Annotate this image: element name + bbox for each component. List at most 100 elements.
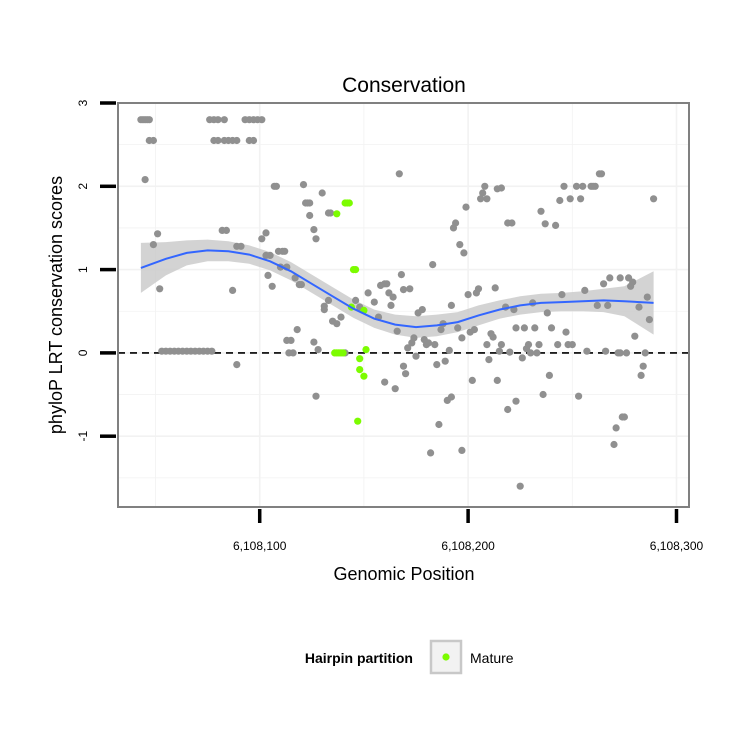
point-other [537,207,545,215]
point-other [622,349,631,357]
point-other [404,344,412,352]
point-other [541,220,549,228]
point-other [431,341,439,349]
point-other [402,370,410,378]
point-other [597,170,606,178]
point-other [293,326,301,334]
point-mature [354,417,362,425]
point-other [483,195,491,203]
point-other [333,320,341,328]
point-other [535,341,543,349]
point-other [387,301,395,309]
point-other [399,362,408,370]
point-other [533,349,541,357]
point-other [577,195,585,203]
point-other [324,296,333,304]
point-other [433,361,441,369]
point-other [272,182,280,190]
point-other [560,182,568,190]
point-other [512,397,520,405]
point-other [399,286,408,294]
point-other [233,361,241,369]
point-mature [352,266,360,274]
point-other [552,221,560,229]
point-other [493,376,501,384]
point-other [506,348,514,356]
point-other [352,296,360,304]
point-other [281,247,289,255]
point-other [485,356,493,364]
point-other [310,226,318,234]
point-other [566,195,574,203]
point-other [602,347,610,355]
point-other [641,349,649,357]
point-mature [360,372,368,380]
point-other [220,116,228,124]
point-other [418,306,426,314]
x-axis: 6,108,100 6,108,200 6,108,300 [233,509,704,553]
point-other [495,347,503,355]
point-other [337,313,345,321]
point-other [262,229,270,237]
point-other [452,219,460,227]
point-other [610,440,618,449]
y-tick-label: 3 [76,99,90,106]
point-other [320,306,328,314]
point-other [547,324,556,332]
point-other [306,199,314,207]
point-other [616,349,624,357]
point-other [531,324,539,332]
point-other [558,291,566,299]
y-tick-label: 0 [76,349,90,356]
point-other [222,226,230,234]
point-other [462,203,470,211]
point-other [258,235,266,243]
point-other [214,116,222,124]
point-other [593,301,601,309]
y-tick-label: -1 [76,431,90,442]
point-other [264,271,272,279]
point-other [289,349,297,357]
point-other [268,282,276,290]
y-tick-label: 1 [76,266,90,273]
point-other [233,136,241,145]
point-other [516,482,524,490]
x-tick-label: 6,108,300 [650,539,704,553]
point-other [604,301,612,309]
point-mature [356,355,364,363]
point-other [497,184,505,192]
point-other [318,189,326,197]
panel-border [117,102,690,508]
point-other [429,261,437,269]
confidence-band [140,239,654,338]
point-other [520,324,529,332]
point-other [424,339,433,347]
point-other [154,230,162,238]
point-other [435,420,443,429]
point-other [612,424,620,432]
point-other [266,251,274,259]
point-other [214,136,222,145]
point-other [483,341,491,349]
point-other [149,241,157,249]
point-other [460,249,468,257]
legend-key-mature [442,653,450,661]
point-other [299,181,308,189]
x-tick-label: 6,108,100 [233,539,287,553]
point-other [631,332,639,340]
point-other [468,376,476,384]
point-other [616,274,624,282]
point-other [249,136,258,145]
point-other [508,219,516,227]
point-other [575,392,583,400]
point-other [527,349,535,357]
point-other [479,189,487,197]
x-axis-title: Genomic Position [333,564,474,584]
point-other [629,278,637,286]
point-other [406,285,414,293]
point-other [591,182,599,190]
point-other [458,334,466,342]
point-other [556,196,564,205]
point-other [297,281,305,289]
point-other [477,195,485,203]
